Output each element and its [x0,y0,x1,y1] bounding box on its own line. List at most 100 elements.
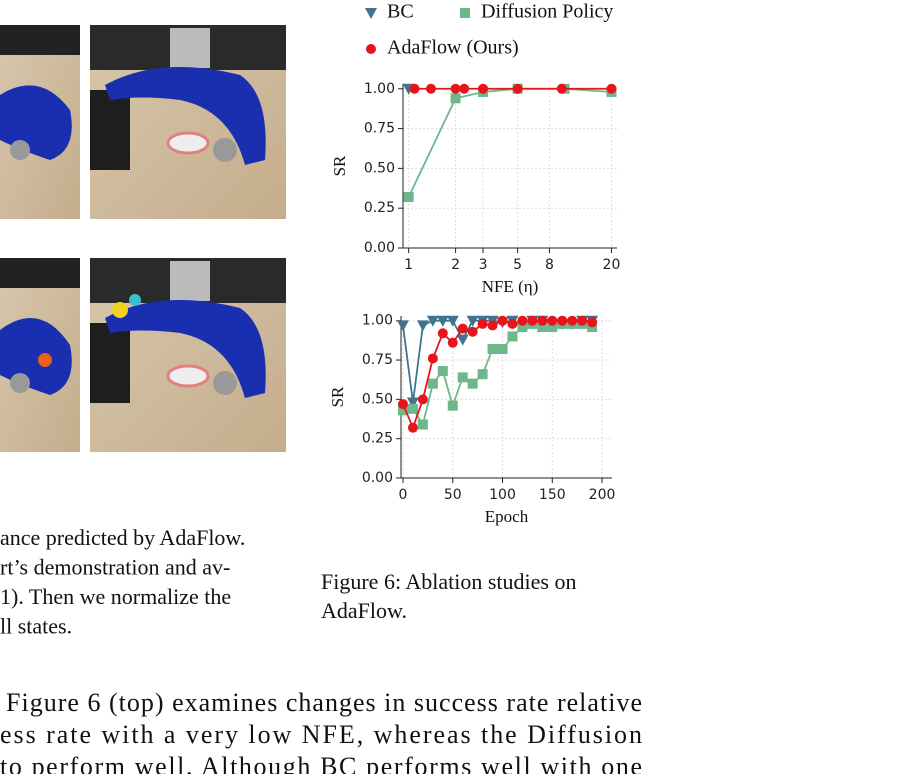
data-point [507,318,518,329]
data-point [577,315,588,326]
data-point [427,353,438,364]
caption-line: rt’s demonstration and av- [0,555,230,580]
data-point [547,315,558,326]
data-point [416,320,429,332]
data-point [497,315,508,326]
data-point [426,315,439,327]
data-point [537,315,548,326]
data-point [417,394,428,405]
data-point [477,369,488,380]
legend-marker [460,8,470,18]
data-point [478,83,489,94]
data-point [417,419,428,430]
x-tick-label: 1 [404,257,413,273]
data-point [450,83,461,94]
legend-label: Diffusion Policy [481,1,613,23]
data-point [487,344,498,355]
data-point [466,315,479,327]
series-line [402,319,593,431]
data-point [437,366,448,377]
data-point [425,83,436,94]
data-point [403,192,414,203]
y-tick-label: 1.00 [364,81,395,97]
data-point [557,315,568,326]
x-tick-label: 8 [545,257,554,273]
legend-marker [366,44,376,54]
data-point [507,331,518,342]
data-point [457,323,468,334]
data-point [459,83,470,94]
y-tick-label: 0.00 [364,240,395,256]
series-line [407,87,612,198]
x-axis-label: NFE (η) [482,277,539,296]
caption-line: ance predicted by AdaFlow. [0,525,245,550]
data-point [396,320,409,332]
x-tick-label: 0 [399,487,408,503]
y-tick-label: 0.25 [362,431,393,447]
data-point [512,83,523,94]
x-tick-label: 3 [479,257,488,273]
x-tick-label: 20 [603,257,621,273]
y-tick-label: 0.25 [364,200,395,216]
data-point [450,93,461,104]
data-point [467,326,478,337]
data-point [527,315,538,326]
y-tick-label: 0.50 [362,391,393,407]
figure-caption: AdaFlow. [321,598,407,623]
chart: 0.00 0.25 0.50 0.75 1.00 1 2 3 5 8 20 NFE (η) SR [330,81,620,296]
data-point [587,317,598,328]
data-point [517,315,528,326]
legend-marker [365,8,377,19]
data-point [457,372,468,383]
robot-image [90,258,286,452]
body-line: to perform well. Although BC performs we… [0,752,642,774]
data-point [397,399,408,410]
series-line [402,322,593,427]
robot-image [90,25,286,219]
data-point [487,320,498,331]
data-point [427,378,438,389]
x-tick-label: 100 [489,487,516,503]
legend-label: BC [387,1,414,23]
data-point [407,403,418,414]
data-point [556,83,567,94]
y-tick-label: 0.75 [364,121,395,137]
x-axis-label: Epoch [485,507,529,526]
data-point [409,83,420,94]
figure-caption: Figure 6: Ablation studies on [321,569,576,594]
data-point [446,315,459,327]
data-point [517,322,528,333]
body-line: ess rate with a very low NFE, whereas th… [0,720,642,749]
y-axis-label: SR [330,155,349,176]
chart: 0.00 0.25 0.50 0.75 1.00 0 50 100 150 200 Epoch SR [328,313,616,526]
data-point [537,322,548,333]
y-tick-label: 1.00 [362,313,393,329]
x-tick-label: 2 [451,257,460,273]
data-point [436,315,449,327]
data-point [456,334,469,346]
data-point [567,315,578,326]
x-tick-label: 50 [444,487,462,503]
data-point [547,322,558,333]
y-tick-label: 0.75 [362,352,393,368]
x-tick-label: 200 [589,487,616,503]
x-tick-label: 150 [539,487,566,503]
y-tick-label: 0.50 [364,160,395,176]
y-axis-label: SR [328,386,347,407]
y-tick-label: 0.00 [362,470,393,486]
data-point [407,422,418,433]
data-point [467,378,478,389]
data-point [477,318,488,329]
legend-label: AdaFlow (Ours) [387,37,519,59]
body-line: Figure 6 (top) examines changes in succe… [6,688,642,717]
x-tick-label: 5 [513,257,522,273]
caption-line: ll states. [0,614,72,639]
legend: BC Diffusion Policy AdaFlow (Ours) [365,1,613,59]
data-point [447,400,458,411]
data-point [397,405,408,416]
robot-image [0,25,80,219]
data-point [406,397,419,409]
data-point [606,83,617,94]
